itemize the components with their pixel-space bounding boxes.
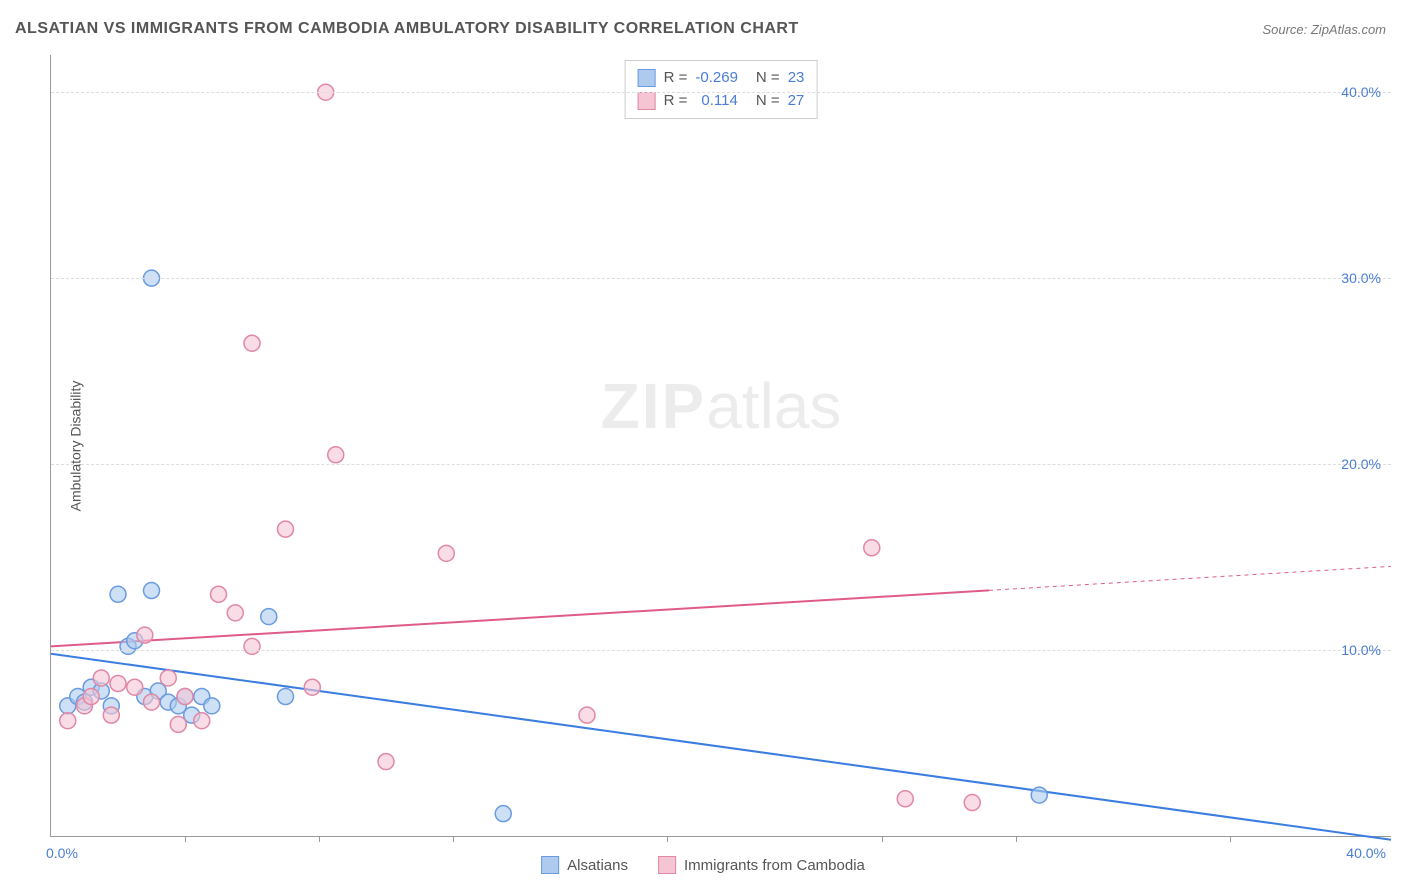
gridline: [51, 464, 1391, 465]
y-tick-label: 10.0%: [1341, 642, 1381, 658]
legend-label-1: Alsatians: [567, 857, 628, 874]
chart-plot-area: ZIPatlas R = -0.269 N = 23 R = 0.114 N =…: [50, 55, 1391, 837]
y-tick-label: 30.0%: [1341, 270, 1381, 286]
gridline: [51, 278, 1391, 279]
gridline: [51, 92, 1391, 93]
gridline: [51, 650, 1391, 651]
y-tick-label: 40.0%: [1341, 84, 1381, 100]
x-tick: [185, 836, 186, 842]
x-tick: [1016, 836, 1017, 842]
x-max-label: 40.0%: [1346, 845, 1386, 861]
legend-swatch-pink-icon: [658, 856, 676, 874]
legend-item-cambodia: Immigrants from Cambodia: [658, 856, 865, 874]
x-tick: [882, 836, 883, 842]
chart-title: ALSATIAN VS IMMIGRANTS FROM CAMBODIA AMB…: [15, 20, 799, 38]
scatter-plot-svg: [51, 55, 1391, 836]
x-origin-label: 0.0%: [46, 845, 78, 861]
source-attribution: Source: ZipAtlas.com: [1262, 22, 1386, 37]
x-tick: [1230, 836, 1231, 842]
x-tick: [319, 836, 320, 842]
legend-swatch-blue-icon: [541, 856, 559, 874]
series-legend: Alsatians Immigrants from Cambodia: [541, 856, 865, 874]
legend-item-alsatians: Alsatians: [541, 856, 628, 874]
legend-label-2: Immigrants from Cambodia: [684, 857, 865, 874]
x-tick: [667, 836, 668, 842]
y-tick-label: 20.0%: [1341, 456, 1381, 472]
x-tick: [453, 836, 454, 842]
